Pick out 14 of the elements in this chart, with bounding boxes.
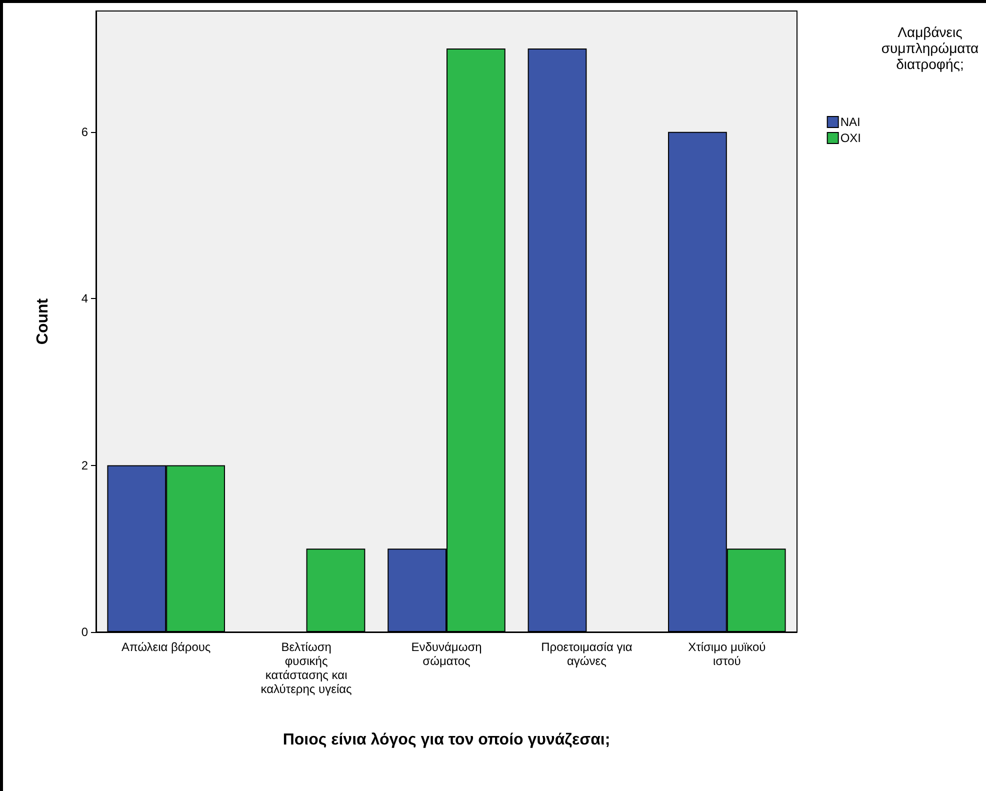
x-tick-label: Ενδυνάμωση σώματος bbox=[411, 640, 482, 668]
x-tick-label: Προετοιμασία για αγώνες bbox=[541, 640, 632, 668]
y-tick-label: 6 bbox=[81, 124, 88, 139]
y-tick-label: 0 bbox=[81, 625, 88, 639]
legend-label: ΟΧΙ bbox=[840, 131, 861, 145]
x-tick-label: Βελτίωση φυσικής κατάστασης και καλύτερης υγείας bbox=[260, 640, 352, 696]
y-axis-title: Count bbox=[34, 298, 52, 345]
x-tick-label: Χτίσιμο μυϊκού ιστού bbox=[688, 640, 766, 668]
y-tick-label: 4 bbox=[81, 292, 88, 306]
legend-title: Λαμβάνεις συμπληρώματα διατροφής; bbox=[881, 24, 979, 72]
x-tick-label: Απώλεια βάρους bbox=[121, 640, 211, 654]
legend-label: ΝΑΙ bbox=[840, 115, 860, 129]
y-tick-label: 2 bbox=[81, 458, 88, 472]
x-axis-title: Ποιος είνια λόγος για τον οποίο γυνάζεσαι; bbox=[282, 732, 610, 748]
